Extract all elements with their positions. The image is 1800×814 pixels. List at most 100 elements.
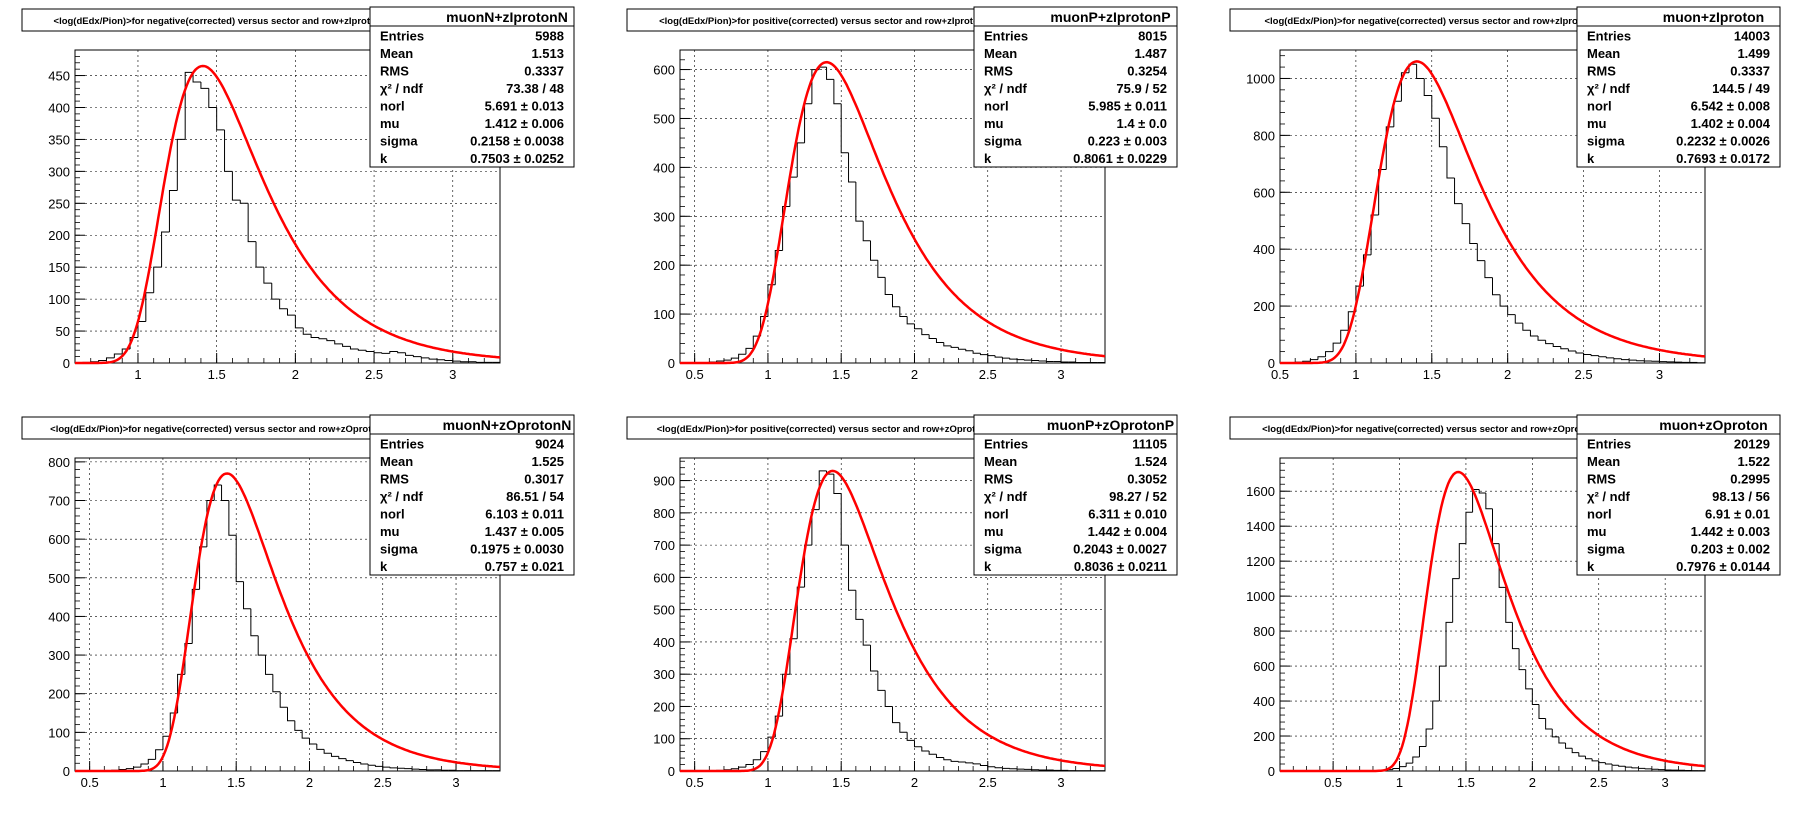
histogram-bin (774, 250, 783, 285)
x-tick-label: 3 (1662, 775, 1669, 790)
histogram-bin (1514, 314, 1523, 324)
stats-label: sigma (1587, 542, 1625, 557)
histogram-bin (397, 351, 406, 354)
histogram-bin (1605, 356, 1614, 359)
histogram-bin (884, 690, 893, 707)
stats-value: 1.513 (531, 46, 564, 61)
y-tick-label: 300 (653, 209, 675, 224)
histogram-bin (1484, 260, 1493, 279)
stats-value: 1.499 (1737, 46, 1770, 61)
histogram-bin (921, 328, 930, 336)
histogram-bin (935, 754, 944, 758)
histogram-bin (287, 707, 295, 722)
chart-title: <log(dEdx/Pion)>for negative(corrected) … (1262, 424, 1595, 435)
y-tick-label: 900 (653, 474, 675, 489)
stats-label: Entries (380, 29, 424, 44)
stats-label: norl (984, 99, 1009, 114)
histogram-bin (294, 720, 303, 731)
histogram-bin (1518, 648, 1526, 671)
stats-box (1576, 6, 1781, 168)
histogram-bin (349, 346, 359, 350)
x-tick-label: 2.5 (979, 775, 997, 790)
histogram-bin (1613, 357, 1622, 360)
histogram-bin (730, 357, 739, 361)
histogram-bin (1446, 146, 1455, 179)
stats-label: RMS (984, 64, 1013, 79)
stats-value: 5.985 ± 0.011 (1088, 99, 1167, 114)
histogram-bin (1431, 95, 1440, 119)
y-tick-label: 1000 (1246, 589, 1275, 604)
histogram-bin (1538, 704, 1546, 720)
stats-value: 1.402 ± 0.004 (1691, 116, 1771, 131)
y-tick-label: 100 (653, 732, 675, 747)
histogram-bin (716, 360, 724, 363)
histogram-bin (389, 767, 398, 769)
stats-label: RMS (984, 472, 1013, 487)
stats-label: Mean (984, 46, 1017, 61)
y-tick-label: 200 (653, 699, 675, 714)
stats-value: 0.203 ± 0.002 (1691, 542, 1770, 557)
histogram-bin (1317, 356, 1326, 360)
histogram-bin (906, 316, 915, 325)
histogram-bin (1416, 64, 1425, 79)
histogram-bin (1399, 766, 1407, 769)
histogram-bin (1590, 354, 1599, 357)
stats-name: muonN+zOprotonN (443, 417, 572, 433)
y-tick-label: 800 (653, 506, 675, 521)
chart-panel-1: 0 50 100 150 200 250 300 350 400 450 1 1.5 2 2.5 3 <log… (21, 6, 575, 382)
stats-value: 1.487 (1134, 46, 1167, 61)
histogram-bin (892, 706, 900, 724)
stats-label: mu (984, 524, 1004, 539)
y-tick-label: 400 (653, 635, 675, 650)
histogram-bin (1558, 736, 1566, 744)
stats-label: norl (984, 507, 1009, 522)
stats-value: 5.691 ± 0.013 (485, 99, 564, 114)
histogram-bin (200, 81, 209, 89)
chart-title: <log(dEdx/Pion)>for negative(corrected) … (54, 16, 389, 27)
histogram-bin (1425, 728, 1433, 747)
stats-value: 0.7693 ± 0.0172 (1676, 151, 1770, 166)
histogram-bin (1598, 760, 1606, 764)
histogram-bin (330, 753, 339, 757)
histogram-bin (884, 277, 893, 296)
histogram-bin (848, 545, 856, 591)
stats-label: Mean (984, 454, 1017, 469)
histogram-bin (796, 586, 805, 639)
y-tick-label: 600 (1253, 659, 1275, 674)
y-tick-label: 600 (653, 570, 675, 585)
histogram-bin (1583, 353, 1592, 355)
x-tick-label: 1.5 (832, 775, 850, 790)
histogram-bin (357, 348, 367, 351)
histogram-bin (191, 588, 200, 644)
histogram-bin (263, 267, 272, 284)
y-tick-label: 100 (653, 307, 675, 322)
histogram-bin (892, 294, 900, 308)
histogram-bin (826, 67, 834, 80)
stats-label: norl (380, 99, 405, 114)
histogram-bin (323, 749, 332, 754)
stats-value: 0.1975 ± 0.0030 (470, 542, 564, 557)
histogram-bin (1340, 329, 1349, 344)
stats-label: norl (1587, 507, 1612, 522)
histogram-bin (199, 546, 207, 590)
histogram-bin (965, 349, 974, 352)
stats-label: k (984, 559, 992, 574)
histogram-bin (247, 203, 257, 243)
y-tick-label: 0 (1268, 764, 1275, 779)
stats-label: χ² / ndf (984, 489, 1028, 504)
histogram-bin (855, 182, 864, 222)
histogram-bin (979, 763, 988, 767)
x-tick-label: 2 (306, 775, 313, 790)
y-tick-label: 200 (1253, 729, 1275, 744)
x-tick-label: 1 (764, 367, 771, 382)
y-tick-label: 300 (48, 164, 70, 179)
histogram-bin (1458, 543, 1466, 579)
stats-label: χ² / ndf (380, 489, 424, 504)
stats-value: 1.522 (1737, 454, 1770, 469)
histogram-bin (1638, 767, 1646, 769)
histogram-bin (98, 359, 107, 362)
stats-label: χ² / ndf (984, 81, 1028, 96)
stats-label: mu (1587, 116, 1607, 131)
histogram-bin (928, 750, 937, 755)
histogram-bin (405, 352, 414, 356)
